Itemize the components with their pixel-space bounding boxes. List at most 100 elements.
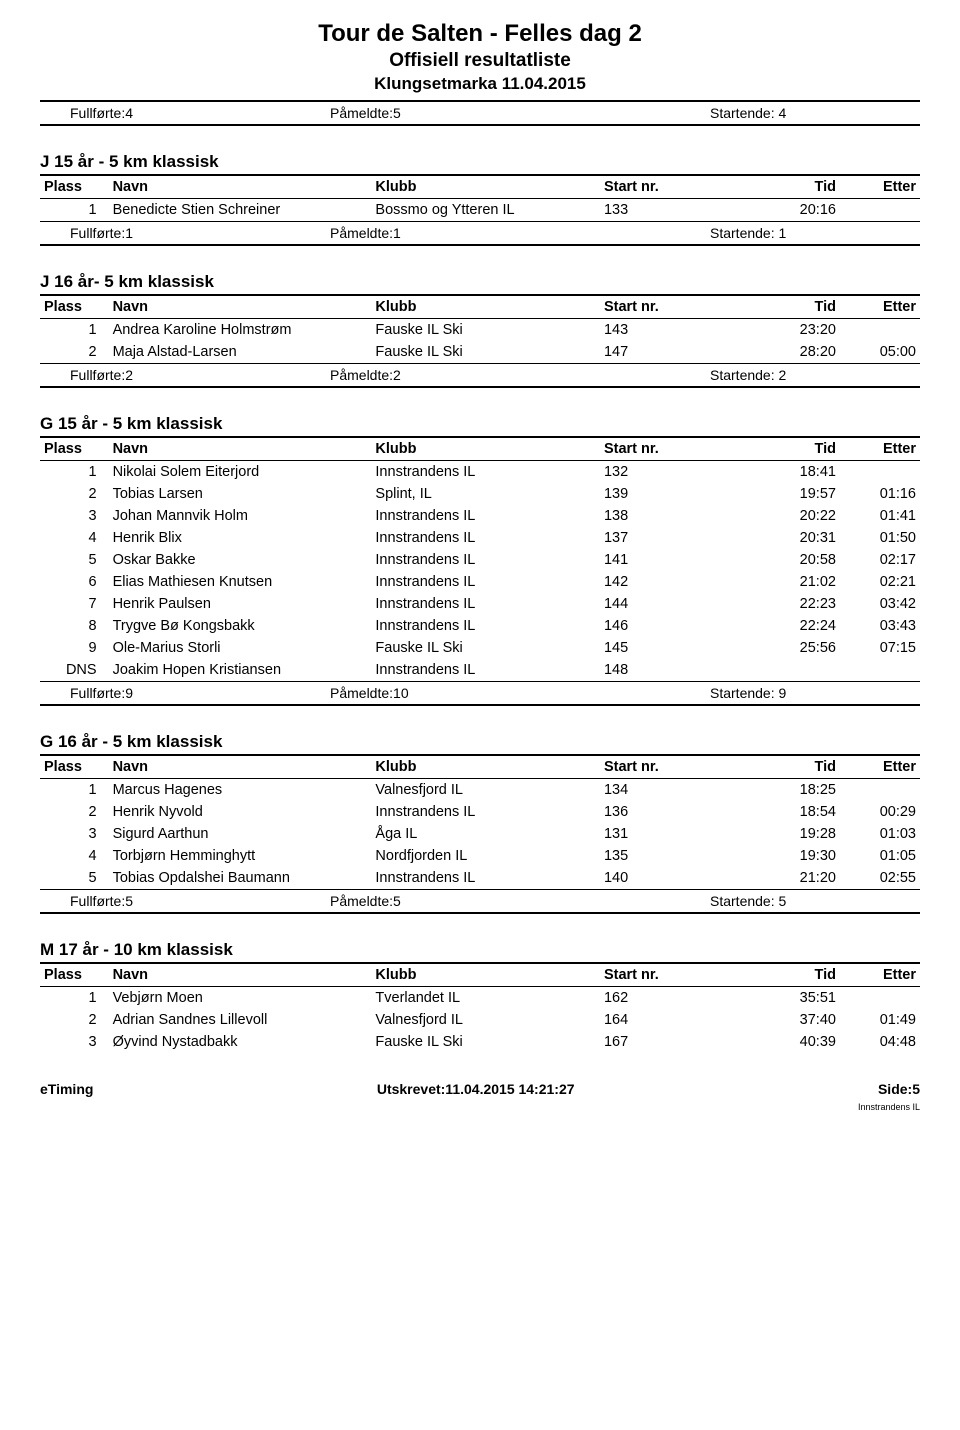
- col-header-klubb: Klubb: [371, 438, 600, 460]
- cell-navn: Nikolai Solem Eiterjord: [109, 461, 372, 483]
- col-header-klubb: Klubb: [371, 756, 600, 778]
- cell-klubb: Innstrandens IL: [371, 505, 600, 527]
- summary-startende: Startende: 1: [590, 225, 890, 241]
- table-row: 4Henrik BlixInnstrandens IL13720:3101:50: [40, 527, 920, 549]
- cell-startnr: 137: [600, 527, 760, 549]
- cell-plass: 1: [40, 461, 109, 483]
- cell-etter: [840, 659, 920, 681]
- footer-side: Side:5: [878, 1081, 920, 1097]
- table-row: 1Benedicte Stien SchreinerBossmo og Ytte…: [40, 199, 920, 221]
- table-row: 2Maja Alstad-LarsenFauske IL Ski14728:20…: [40, 341, 920, 363]
- col-header-plass: Plass: [40, 756, 109, 778]
- section-title: M 17 år - 10 km klassisk: [40, 940, 920, 960]
- cell-plass: 5: [40, 549, 109, 571]
- cell-plass: 9: [40, 637, 109, 659]
- cell-tid: 19:28: [760, 823, 840, 845]
- cell-startnr: 142: [600, 571, 760, 593]
- cell-klubb: Nordfjorden IL: [371, 845, 600, 867]
- cell-etter: 01:50: [840, 527, 920, 549]
- cell-klubb: Valnesfjord IL: [371, 779, 600, 801]
- col-header-tid: Tid: [760, 296, 840, 318]
- summary-fullforte: Fullførte:9: [70, 685, 330, 701]
- cell-navn: Øyvind Nystadbakk: [109, 1031, 372, 1053]
- summary-startende: Startende: 5: [590, 893, 890, 909]
- summary-pameldte: Påmeldte:1: [330, 225, 590, 241]
- results-table: PlassNavnKlubbStart nr.TidEtter1Benedict…: [40, 176, 920, 221]
- col-header-klubb: Klubb: [371, 296, 600, 318]
- cell-startnr: 134: [600, 779, 760, 801]
- table-row: 9Ole-Marius StorliFauske IL Ski14525:560…: [40, 637, 920, 659]
- cell-klubb: Splint, IL: [371, 483, 600, 505]
- col-header-navn: Navn: [109, 296, 372, 318]
- cell-navn: Sigurd Aarthun: [109, 823, 372, 845]
- col-header-navn: Navn: [109, 756, 372, 778]
- col-header-tid: Tid: [760, 438, 840, 460]
- cell-startnr: 131: [600, 823, 760, 845]
- col-header-etter: Etter: [840, 438, 920, 460]
- cell-plass: 4: [40, 845, 109, 867]
- summary-pameldte: Påmeldte:2: [330, 367, 590, 383]
- cell-klubb: Innstrandens IL: [371, 801, 600, 823]
- cell-plass: 2: [40, 801, 109, 823]
- cell-startnr: 162: [600, 987, 760, 1009]
- col-header-startnr: Start nr.: [600, 756, 760, 778]
- cell-navn: Adrian Sandnes Lillevoll: [109, 1009, 372, 1031]
- col-header-etter: Etter: [840, 756, 920, 778]
- table-row: 5Tobias Opdalshei BaumannInnstrandens IL…: [40, 867, 920, 889]
- cell-klubb: Innstrandens IL: [371, 615, 600, 637]
- cell-plass: 2: [40, 483, 109, 505]
- cell-navn: Joakim Hopen Kristiansen: [109, 659, 372, 681]
- cell-startnr: 146: [600, 615, 760, 637]
- cell-klubb: Innstrandens IL: [371, 867, 600, 889]
- results-table: PlassNavnKlubbStart nr.TidEtter1Vebjørn …: [40, 964, 920, 1053]
- results-table: PlassNavnKlubbStart nr.TidEtter1Marcus H…: [40, 756, 920, 889]
- cell-etter: 01:16: [840, 483, 920, 505]
- cell-tid: 18:54: [760, 801, 840, 823]
- cell-navn: Maja Alstad-Larsen: [109, 341, 372, 363]
- col-header-tid: Tid: [760, 176, 840, 198]
- footer-small: Innstrandens IL: [858, 1102, 920, 1112]
- table-row: 2Tobias LarsenSplint, IL13919:5701:16: [40, 483, 920, 505]
- footer-right: Side:5 Innstrandens IL: [858, 1081, 920, 1113]
- page-footer: eTiming Utskrevet:11.04.2015 14:21:27 Si…: [40, 1081, 920, 1113]
- summary-fullforte: Fullførte:1: [70, 225, 330, 241]
- cell-tid: 18:41: [760, 461, 840, 483]
- cell-startnr: 164: [600, 1009, 760, 1031]
- col-header-plass: Plass: [40, 964, 109, 986]
- cell-klubb: Innstrandens IL: [371, 549, 600, 571]
- section-title: J 16 år- 5 km klassisk: [40, 272, 920, 292]
- cell-tid: 22:24: [760, 615, 840, 637]
- table-row: 7Henrik PaulsenInnstrandens IL14422:2303…: [40, 593, 920, 615]
- col-header-plass: Plass: [40, 438, 109, 460]
- cell-klubb: Fauske IL Ski: [371, 1031, 600, 1053]
- table-row: 5Oskar BakkeInnstrandens IL14120:5802:17: [40, 549, 920, 571]
- cell-plass: 1: [40, 779, 109, 801]
- divider: [40, 244, 920, 246]
- summary-startende: Startende: 9: [590, 685, 890, 701]
- cell-etter: 00:29: [840, 801, 920, 823]
- table-row: DNSJoakim Hopen KristiansenInnstrandens …: [40, 659, 920, 681]
- summary-pameldte: Påmeldte:5: [330, 105, 590, 121]
- section-summary: Fullførte:5Påmeldte:5Startende: 5: [40, 890, 920, 912]
- cell-tid: 19:30: [760, 845, 840, 867]
- cell-tid: 35:51: [760, 987, 840, 1009]
- section-summary: Fullførte:9Påmeldte:10Startende: 9: [40, 682, 920, 704]
- cell-navn: Ole-Marius Storli: [109, 637, 372, 659]
- cell-navn: Henrik Nyvold: [109, 801, 372, 823]
- table-row: 1Nikolai Solem EiterjordInnstrandens IL1…: [40, 461, 920, 483]
- cell-plass: 3: [40, 823, 109, 845]
- cell-klubb: Fauske IL Ski: [371, 637, 600, 659]
- cell-etter: 04:48: [840, 1031, 920, 1053]
- cell-plass: 8: [40, 615, 109, 637]
- col-header-etter: Etter: [840, 176, 920, 198]
- cell-klubb: Valnesfjord IL: [371, 1009, 600, 1031]
- table-row: 3Sigurd AarthunÅga IL13119:2801:03: [40, 823, 920, 845]
- cell-plass: 2: [40, 1009, 109, 1031]
- cell-startnr: 132: [600, 461, 760, 483]
- cell-klubb: Innstrandens IL: [371, 461, 600, 483]
- cell-etter: 05:00: [840, 341, 920, 363]
- table-row: 4Torbjørn HemminghyttNordfjorden IL13519…: [40, 845, 920, 867]
- cell-navn: Tobias Larsen: [109, 483, 372, 505]
- cell-startnr: 143: [600, 319, 760, 341]
- cell-tid: 20:22: [760, 505, 840, 527]
